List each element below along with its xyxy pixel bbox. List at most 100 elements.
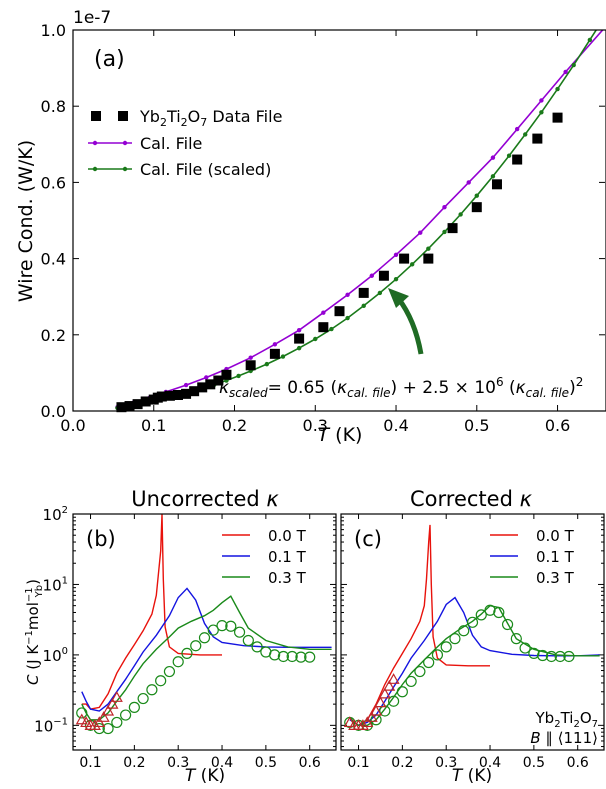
cal-file-scaled-marker (555, 86, 560, 92)
data-file-point (269, 348, 280, 359)
panel-a-label: (a) (94, 47, 125, 72)
panel-c: Corrected κ 0.1 0.2 0.3 0.4 0.5 0.6 (c) 0.0 T… (340, 487, 605, 786)
legend-label-0-1T: 0.1 T (268, 548, 307, 566)
field-0-3T-data-point (510, 633, 522, 645)
x-tick-label: 0.6 (567, 755, 589, 771)
field-0-3T-data-point (466, 616, 479, 628)
data-file-point (423, 253, 434, 264)
x-tick-label: 0.5 (255, 755, 277, 771)
field-0-0T-data-point (93, 716, 106, 728)
y-tick-label: 0.0 (41, 402, 66, 421)
cal-file-scaled-marker (426, 246, 431, 251)
field-0-1T-curve (81, 587, 332, 712)
panel-b-xlabel: T (K) (185, 766, 225, 786)
cal-file-marker (204, 375, 209, 380)
cal-file-marker (345, 292, 350, 297)
cal-file-marker (490, 155, 496, 160)
panel-b-title: Uncorrected κ (131, 487, 279, 511)
panel-c-frame (340, 513, 605, 751)
field-0-3T-data-point (423, 656, 435, 669)
panel-c-series (343, 524, 600, 731)
field-0-3T-data-point (181, 647, 193, 660)
x-tick-label: 0.4 (479, 755, 501, 771)
cal-file-scaled-marker (587, 37, 593, 43)
panel-c-title: Corrected κ (410, 487, 533, 511)
cal-file-marker (563, 69, 568, 75)
cal-file-marker (442, 204, 447, 210)
cal-file-marker (393, 252, 399, 257)
annotation-arrowhead (388, 288, 409, 308)
field-0-3T-data-point (431, 649, 444, 661)
cal-file-marker (466, 180, 471, 185)
field-0-0T-data-point (365, 711, 378, 722)
field-0-0T-data-point (361, 716, 374, 728)
y-tick-label: 10−1 (34, 716, 68, 735)
field-0-3T-data-point (233, 626, 246, 638)
legend-dot-scaled (92, 166, 98, 172)
legend-dot-scaled (122, 166, 128, 172)
field-0-0T-data-point (343, 716, 356, 728)
field-0-0T-data-point (106, 697, 119, 709)
cal-file-scaled-marker (539, 110, 544, 115)
x-tick-label: 0.4 (383, 416, 408, 435)
cal-file-scaled-marker (377, 290, 383, 296)
cal-file-scaled-marker (442, 229, 447, 235)
field-0-0T-data-point (387, 673, 400, 684)
panel-c-material: Yb2Ti2O7 (535, 709, 599, 730)
x-tick-label: 0.1 (347, 755, 369, 771)
data-file-point (245, 360, 256, 371)
legend-entry-data-file: Yb2Ti2O7 Data File (91, 107, 282, 129)
field-0-3T-data-point (242, 634, 254, 647)
field-0-3T-data-point (277, 650, 289, 663)
data-file-point (156, 391, 167, 402)
data-file-point (132, 399, 143, 410)
cal-file-scaled-marker (345, 315, 350, 321)
cal-file-scaled-marker (329, 326, 334, 332)
cal-file-scaled-marker (236, 373, 241, 379)
cal-file-scaled-marker (296, 345, 302, 351)
field-0-3T-data-point (190, 640, 202, 652)
legend-label-cal-scaled: Cal. File (scaled) (140, 160, 271, 179)
field-0-3T-data-point (163, 665, 176, 678)
legend-entry-cal-file: Cal. File (88, 134, 202, 153)
x-tick-label: 0.1 (141, 416, 166, 435)
cal-file-marker (321, 310, 326, 315)
x-tick-label: 0.5 (523, 755, 545, 771)
legend-label-0-1T: 0.1 T (536, 548, 575, 566)
field-0-3T-data-point (388, 695, 400, 707)
panel-c-xlabel: T (K) (452, 766, 492, 786)
field-0-0T-data-point (97, 711, 110, 722)
field-0-3T-data-point (155, 675, 167, 687)
field-0-3T-data-point (484, 604, 496, 616)
x-tick-label: 0.3 (167, 755, 189, 771)
panel-a-offset-text: 1e-7 (73, 8, 111, 28)
field-0-3T-data-point (93, 722, 105, 735)
cal-file-scaled-line (117, 30, 598, 409)
cal-file-scaled-marker (571, 62, 576, 68)
cal-file-scaled-marker (474, 193, 479, 198)
field-0-3T-data-point (207, 624, 219, 636)
panel-a: 0.0 0.1 0.2 0.3 0.4 0.5 0.60.00.20.40.60.81.0 … (15, 8, 606, 446)
panel-c-label: (c) (354, 527, 382, 551)
data-file-point (378, 270, 389, 281)
field-0-3T-data-point (493, 606, 505, 619)
field-0-0T-data-point (374, 696, 387, 708)
cal-file-scaled-marker (280, 354, 286, 359)
field-0-3T-data-point (519, 642, 531, 654)
field-0-3T-data-point (119, 709, 132, 721)
x-tick-label: 0.6 (545, 416, 570, 435)
y-tick-label: 0.6 (41, 173, 66, 192)
cal-file-scaled-marker (313, 336, 318, 342)
field-0-3T-data-point (405, 675, 417, 688)
panel-b-series (75, 514, 332, 735)
data-file-point (447, 223, 458, 234)
field-0-3T-data-point (146, 684, 158, 696)
legend-label-0-3T: 0.3 T (536, 569, 575, 587)
cal-file-scaled-marker (490, 174, 496, 179)
panel-a-ticks: 0.0 0.1 0.2 0.3 0.4 0.5 0.6 0.0 0.2 0.4 0.6 0.8 1.0 (41, 21, 605, 435)
y-tick-label: 101 (43, 575, 68, 594)
legend-label-0-0T: 0.0 T (536, 527, 575, 545)
y-tick-label: 102 (43, 505, 68, 524)
cal-file-marker (248, 355, 253, 360)
x-tick-label: 0.3 (303, 416, 328, 435)
